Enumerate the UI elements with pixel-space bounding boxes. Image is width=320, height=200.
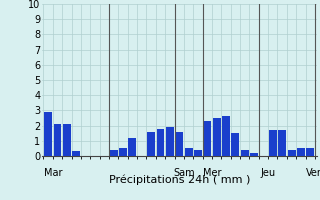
Bar	[213, 118, 220, 156]
Bar	[306, 148, 314, 156]
Bar	[72, 151, 80, 156]
Bar	[269, 130, 277, 156]
X-axis label: Précipitations 24h ( mm ): Précipitations 24h ( mm )	[108, 175, 250, 185]
Bar	[203, 121, 211, 156]
Text: Jeu: Jeu	[260, 168, 276, 178]
Bar	[222, 116, 230, 156]
Text: Mer: Mer	[203, 168, 221, 178]
Bar	[166, 127, 174, 156]
Bar	[231, 133, 239, 156]
Bar	[175, 132, 183, 156]
Bar	[63, 124, 71, 156]
Bar	[53, 124, 61, 156]
Bar	[278, 130, 286, 156]
Bar	[156, 129, 164, 156]
Bar	[128, 138, 136, 156]
Bar	[241, 150, 249, 156]
Text: Ven: Ven	[306, 168, 320, 178]
Bar	[147, 132, 155, 156]
Bar	[250, 153, 258, 156]
Text: Mar: Mar	[44, 168, 62, 178]
Bar	[119, 148, 127, 156]
Bar	[194, 150, 202, 156]
Bar	[288, 150, 295, 156]
Bar	[110, 150, 118, 156]
Bar	[44, 112, 52, 156]
Bar	[185, 148, 193, 156]
Bar	[297, 148, 305, 156]
Text: Sam: Sam	[173, 168, 195, 178]
